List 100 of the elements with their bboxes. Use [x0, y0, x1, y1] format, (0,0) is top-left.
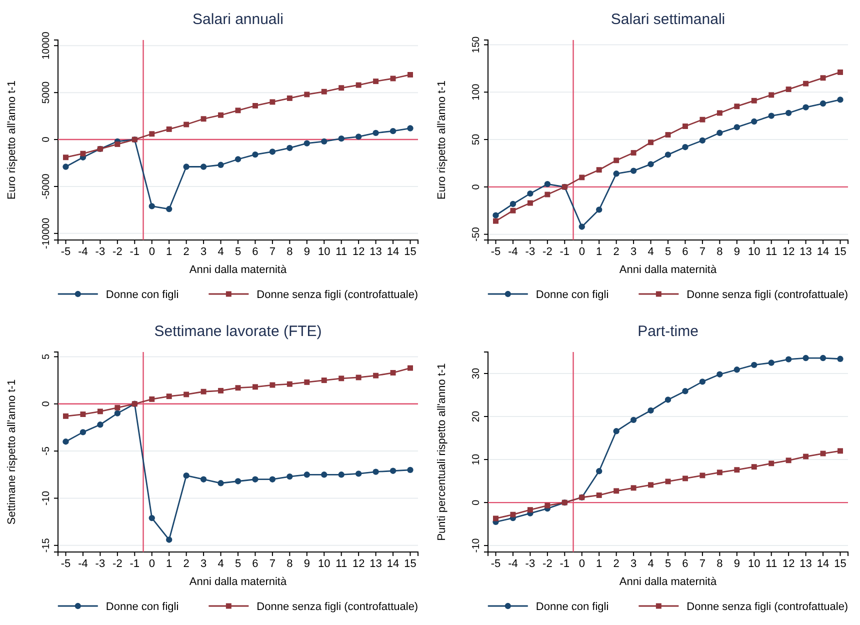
x-tick-label: 6: [252, 558, 258, 570]
legend-label: Donne con figli: [536, 289, 609, 301]
point: [166, 206, 172, 212]
legend-label: Donne con figli: [106, 289, 179, 301]
point: [785, 356, 792, 362]
point: [356, 374, 362, 380]
point: [630, 485, 636, 491]
point: [218, 162, 224, 168]
point: [304, 472, 310, 478]
point: [544, 502, 550, 508]
x-tick-label: 4: [648, 558, 654, 570]
point: [114, 410, 121, 416]
point: [699, 378, 706, 385]
point: [270, 99, 276, 105]
y-tick-label: 5: [41, 354, 52, 360]
x-tick-label: 0: [578, 246, 585, 258]
x-tick-label: 7: [699, 246, 706, 258]
point: [252, 384, 258, 390]
point: [527, 507, 533, 513]
x-tick-label: 8: [716, 558, 723, 570]
point: [596, 206, 602, 213]
point: [785, 110, 792, 116]
point: [338, 136, 344, 142]
point: [682, 476, 688, 482]
y-tick-label: -15: [41, 538, 52, 553]
x-tick-label: 11: [766, 558, 778, 570]
point: [734, 366, 740, 373]
x-tick-label: -4: [78, 558, 88, 570]
point: [372, 468, 379, 475]
x-tick-label: 12: [782, 558, 795, 570]
point: [407, 125, 414, 132]
point: [304, 379, 310, 385]
x-tick-label: -1: [560, 558, 570, 570]
x-tick-label: 6: [252, 246, 258, 258]
point: [786, 458, 792, 464]
point: [166, 394, 172, 400]
point: [596, 468, 602, 474]
point: [338, 85, 344, 91]
point: [820, 450, 826, 456]
point: [80, 429, 86, 436]
x-tick-label: 7: [269, 246, 276, 258]
x-tick-label: 9: [734, 246, 740, 258]
point: [716, 110, 722, 116]
x-tick-label: -5: [490, 558, 501, 570]
y-tick-label: 0: [41, 400, 52, 407]
point: [648, 407, 654, 414]
point: [492, 212, 499, 218]
point: [218, 388, 224, 394]
legend-label: Donne con figli: [536, 601, 609, 613]
x-tick-label: 10: [748, 246, 760, 258]
point: [613, 170, 620, 177]
point: [183, 472, 190, 479]
x-tick-label: 8: [286, 246, 293, 258]
x-tick-label: 9: [304, 246, 310, 258]
point: [700, 472, 706, 478]
x-tick-label: -2: [542, 246, 552, 258]
legend-label: Donne con figli: [106, 601, 179, 613]
point: [510, 512, 516, 518]
x-tick-label: 7: [699, 558, 706, 570]
point: [166, 536, 172, 543]
x-tick-label: -5: [60, 558, 71, 570]
point: [682, 124, 688, 129]
point: [97, 422, 104, 428]
x-tick-label: -2: [542, 558, 552, 570]
x-tick-label: -4: [508, 246, 518, 258]
point: [630, 168, 637, 174]
y-tick-label: 50: [471, 134, 482, 146]
point: [390, 128, 396, 134]
y-tick-label: 150: [471, 36, 482, 54]
y-tick-label: 30: [471, 368, 482, 380]
x-tick-label: 15: [834, 558, 846, 570]
point: [356, 82, 362, 88]
point: [664, 396, 672, 403]
point: [372, 130, 379, 136]
x-tick-label: 8: [286, 558, 293, 570]
x-tick-label: 1: [166, 246, 172, 258]
point: [183, 164, 190, 170]
point: [408, 365, 413, 371]
point: [544, 180, 551, 188]
x-tick-label: 2: [183, 246, 190, 258]
x-tick-label: 1: [596, 558, 602, 570]
point: [235, 385, 241, 391]
point: [837, 96, 844, 103]
x-tick-label: -2: [112, 558, 122, 570]
point: [63, 413, 68, 419]
x-tick-label: 14: [386, 246, 400, 258]
point: [252, 151, 258, 158]
x-tick-label: 13: [800, 558, 812, 570]
point: [665, 478, 671, 484]
point: [200, 476, 207, 482]
point: [578, 224, 585, 230]
point: [200, 164, 207, 170]
point: [527, 190, 534, 197]
y-tick-label: 10: [471, 454, 482, 466]
point: [218, 480, 224, 486]
x-tick-label: 14: [386, 558, 400, 570]
point: [803, 454, 809, 460]
x-tick-label: 8: [716, 246, 723, 258]
x-tick-label: -1: [130, 246, 140, 258]
x-tick-label: 13: [800, 246, 812, 258]
